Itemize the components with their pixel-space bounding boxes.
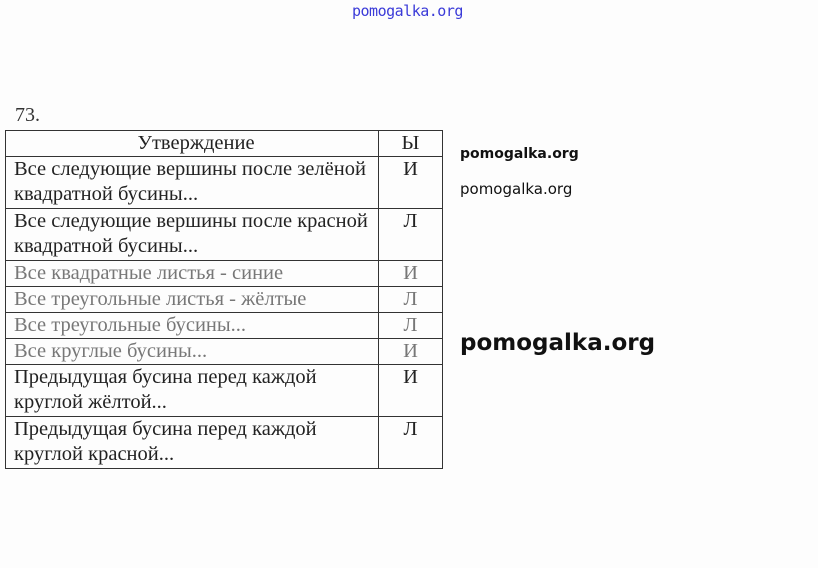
table-row: Все треугольные листья - жёлтые Л <box>5 286 443 313</box>
table-header-row: Утверждение Ы <box>5 130 443 157</box>
statement-cell: Все треугольные бусины... <box>5 312 379 339</box>
task-number: 73. <box>15 104 40 126</box>
value-cell: Л <box>378 312 443 339</box>
statement-cell: Предыдущая бусина перед каждой круглой к… <box>5 416 379 469</box>
statement-cell: Все следующие вершины после красной квад… <box>5 208 379 261</box>
statements-table: Утверждение Ы Все следующие вершины посл… <box>5 130 443 469</box>
value-cell: И <box>378 260 443 287</box>
value-cell: Л <box>378 416 443 469</box>
statement-cell: Все треугольные листья - жёлтые <box>5 286 379 313</box>
value-cell: Л <box>378 208 443 261</box>
table-row: Все следующие вершины после зелёной квад… <box>5 156 443 209</box>
table-row: Все треугольные бусины... Л <box>5 312 443 339</box>
header-value: Ы <box>378 130 443 157</box>
watermark: pomogalka.org <box>460 180 573 198</box>
value-cell: И <box>378 156 443 209</box>
header-statement: Утверждение <box>5 130 379 157</box>
table-row: Предыдущая бусина перед каждой круглой к… <box>5 416 443 469</box>
value-cell: И <box>378 338 443 365</box>
value-cell: Л <box>378 286 443 313</box>
watermark: pomogalka.org <box>460 330 656 356</box>
table-row: Предыдущая бусина перед каждой круглой ж… <box>5 364 443 417</box>
statement-cell: Предыдущая бусина перед каждой круглой ж… <box>5 364 379 417</box>
table-row: Все квадратные листья - синие И <box>5 260 443 287</box>
statement-cell: Все квадратные листья - синие <box>5 260 379 287</box>
watermark-top[interactable]: pomogalka.org <box>352 2 463 20</box>
statement-cell: Все круглые бусины... <box>5 338 379 365</box>
statement-cell: Все следующие вершины после зелёной квад… <box>5 156 379 209</box>
table-row: Все круглые бусины... И <box>5 338 443 365</box>
value-cell: И <box>378 364 443 417</box>
watermark: pomogalka.org <box>460 146 579 162</box>
table-row: Все следующие вершины после красной квад… <box>5 208 443 261</box>
